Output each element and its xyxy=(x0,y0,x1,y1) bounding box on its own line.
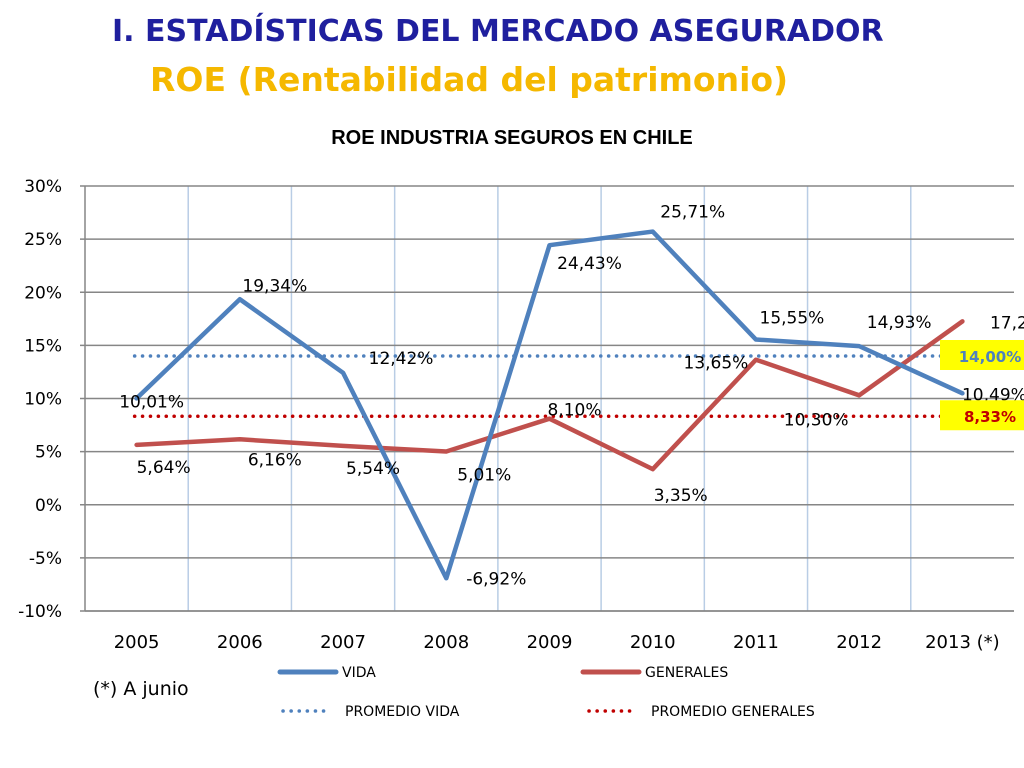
vida-data-label: 14,93% xyxy=(867,313,932,333)
y-tick-label: 20% xyxy=(24,283,62,303)
promedio-generales-label: 8,33% xyxy=(964,408,1016,426)
generales-data-label: 10,30% xyxy=(784,410,849,430)
generales-data-label: 3,35% xyxy=(654,486,708,506)
y-tick-label: 25% xyxy=(24,230,62,250)
legend-label: VIDA xyxy=(342,665,376,681)
x-tick-label: 2010 xyxy=(630,632,676,653)
y-tick-label: 30% xyxy=(24,177,62,197)
vida-data-label: 10,01% xyxy=(119,392,184,412)
y-tick-label: -5% xyxy=(29,549,62,569)
generales-data-label: 13,65% xyxy=(684,354,749,374)
y-tick-label: 0% xyxy=(35,496,62,516)
legend-label: GENERALES xyxy=(645,665,728,681)
x-tick-label: 2013 (*) xyxy=(925,632,1000,653)
x-tick-label: 2011 xyxy=(733,632,779,653)
y-tick-label: 15% xyxy=(24,336,62,356)
vida-line xyxy=(134,229,965,581)
vida-data-label: 19,34% xyxy=(242,276,307,296)
y-tick-label: 10% xyxy=(24,390,62,410)
x-tick-label: 2008 xyxy=(423,632,469,653)
generales-data-label: 8,10% xyxy=(547,401,601,421)
y-tick-label: 5% xyxy=(35,443,62,463)
vida-data-label: 12,42% xyxy=(369,349,434,369)
chart-title: ROE INDUSTRIA SEGUROS EN CHILE xyxy=(331,127,693,149)
vida-data-label: 25,71% xyxy=(660,203,725,223)
x-tick-label: 2012 xyxy=(836,632,882,653)
generales-data-label: 6,16% xyxy=(248,450,302,470)
x-tick-label: 2007 xyxy=(320,632,366,653)
x-tick-label: 2005 xyxy=(114,632,160,653)
vida-data-label: -6,92% xyxy=(466,569,526,589)
vida-data-label: 15,55% xyxy=(760,309,825,329)
x-tick-label: 2009 xyxy=(527,632,573,653)
generales-data-label: 17,26% xyxy=(990,313,1024,333)
slide-title: I. ESTADÍSTICAS DEL MERCADO ASEGURADOR xyxy=(112,14,884,49)
generales-data-label: 5,01% xyxy=(457,466,511,486)
vida-data-label: 24,43% xyxy=(557,254,622,274)
y-tick-label: -10% xyxy=(18,602,62,622)
legend-label: PROMEDIO VIDA xyxy=(345,704,460,720)
x-tick-label: 2006 xyxy=(217,632,263,653)
footnote: (*) A junio xyxy=(93,678,189,700)
generales-data-label: 5,64% xyxy=(137,458,191,478)
generales-data-label: 5,54% xyxy=(346,459,400,479)
promedio-vida-label-box xyxy=(940,340,1024,370)
slide-subtitle: ROE (Rentabilidad del patrimonio) xyxy=(150,60,789,99)
legend-label: PROMEDIO GENERALES xyxy=(651,704,815,720)
generales-line xyxy=(134,319,965,472)
promedio-generales-label-box xyxy=(940,400,1024,431)
promedio-vida-label: 14,00% xyxy=(959,348,1021,366)
